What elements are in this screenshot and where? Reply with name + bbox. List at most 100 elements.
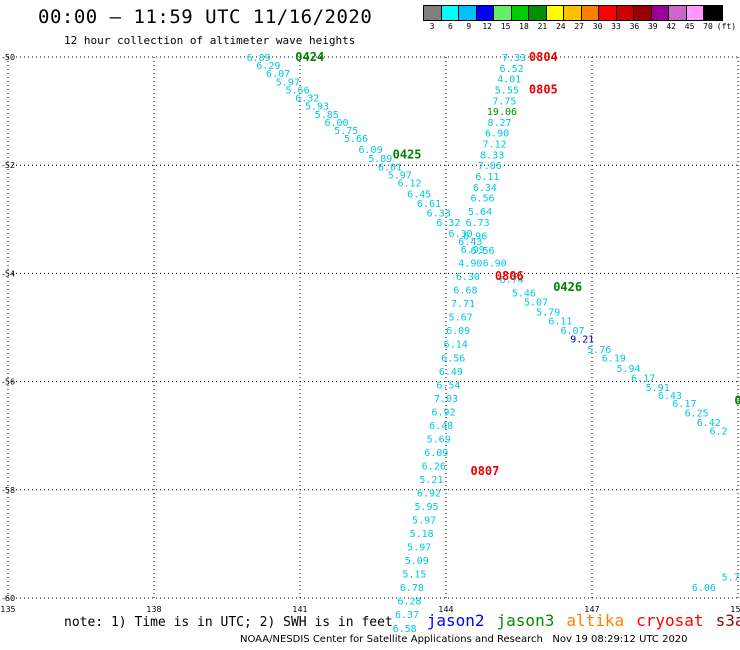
- y-tick-label: -52: [2, 161, 15, 170]
- swh-value-jason3: 6.2: [710, 426, 728, 437]
- x-tick-label: 138: [146, 605, 161, 614]
- swh-value-cryosat: 6.56: [470, 194, 494, 205]
- swh-value-cryosat: 5.69: [427, 434, 451, 445]
- swh-value-jason3: 6.19: [602, 353, 626, 364]
- swh-value-jason3: 6.11: [548, 316, 572, 327]
- satellite-legend: jason2 jason3 altika cryosat s3a: [427, 611, 740, 630]
- color-scale-label: 33: [611, 22, 621, 31]
- swh-value-jason3: 5.07: [524, 298, 548, 309]
- swh-value-cryosat: 7.06: [478, 161, 502, 172]
- swh-value-cryosat: 6.26: [422, 461, 446, 472]
- x-tick-label: 135: [0, 605, 15, 614]
- color-scale-label: 45: [684, 22, 695, 31]
- swh-value-jason3: 5.76: [587, 345, 611, 356]
- swh-value-jason3: 5.46: [512, 288, 536, 299]
- swh-value-cryosat: 6.11: [475, 172, 499, 183]
- color-swatch: [616, 6, 634, 20]
- swh-value-jason3: 5.66: [286, 85, 310, 96]
- color-swatch: [424, 6, 442, 20]
- swh-value-jason3: 6.32: [436, 218, 460, 229]
- swh-value-jason3: 5.97: [388, 170, 412, 181]
- chart-subtitle: 12 hour collection of altimeter wave hei…: [64, 34, 356, 47]
- swh-value-jason3: 6.33: [427, 208, 451, 219]
- swh-value-cryosat: 5.15: [402, 570, 426, 581]
- color-swatch: [704, 6, 722, 20]
- legend-jason2: jason2: [426, 611, 485, 630]
- legend-altika: altika: [566, 611, 625, 630]
- swh-value-cryosat: 6.34: [473, 183, 497, 194]
- color-swatch: [564, 6, 582, 20]
- swh-value-jason3: 5.66: [344, 134, 368, 145]
- color-scale-label: 15: [500, 22, 511, 31]
- pass-label: 0807: [470, 464, 499, 478]
- y-tick-label: -50: [2, 53, 15, 62]
- swh-value-cryosat: 6.30: [456, 272, 480, 283]
- axes: 135 138 141 144 147 150 -50 -52 -54 -56 -58 -60: [0, 53, 740, 614]
- color-swatch: [599, 6, 617, 20]
- swh-value-jason3: 6.12: [397, 179, 421, 190]
- swh-value-cryosat: 6.92: [432, 407, 456, 418]
- swh-value-cryosat: 6.52: [500, 64, 524, 75]
- pass-labels: 0424 0425 0426 0 0804 0805 0806 0807: [295, 50, 740, 478]
- chart-title: 00:00 – 11:59 UTC 11/16/2020: [38, 6, 373, 28]
- swh-value-cryosat: 7.33: [502, 53, 526, 64]
- swh-value-cryosat: 5.95: [414, 502, 438, 513]
- color-scale-bar: [423, 5, 723, 21]
- swh-value-cryosat: 8.27: [487, 118, 511, 129]
- pass-label: 0424: [295, 50, 324, 64]
- swh-value-cryosat: 7.03: [434, 394, 458, 405]
- swh-value-jason3: 6.09: [359, 145, 383, 156]
- swh-value-cryosat: 5.55: [495, 85, 519, 96]
- color-swatch: [511, 6, 529, 20]
- swh-value-jason3: 5.97: [276, 77, 300, 88]
- swh-value-jason3: 6.43: [658, 391, 682, 402]
- swh-value-jason3: 6.30: [449, 229, 473, 240]
- swh-value-cryosat: 6.96: [463, 232, 487, 243]
- color-swatch: [459, 6, 477, 20]
- footer-legend: note: 1) Time is in UTC; 2) SWH is in fe…: [64, 611, 740, 630]
- swh-value-jason3: 6.61: [417, 199, 441, 210]
- swh-value-cryosat: 5.21: [419, 475, 443, 486]
- swh-value-jason3: 5.91: [646, 383, 670, 394]
- legend-s3a: s3a: [715, 611, 740, 630]
- swh-value-cryosat: 5.67: [449, 313, 473, 324]
- pass-label: 0425: [393, 147, 422, 161]
- swh-value-cryosat: 6.99: [461, 245, 485, 256]
- swh-value-cryosat: 4.90: [458, 259, 482, 270]
- swh-value-cryosat: 6.49: [439, 367, 463, 378]
- swh-value-cryosat: 7.12: [483, 140, 507, 151]
- swh-value-cryosat: 5.97: [407, 543, 431, 554]
- legend-cryosat: cryosat: [636, 611, 704, 630]
- swh-value-cryosat: 5.64: [468, 207, 492, 218]
- swh-value-cryosat: 7.75: [492, 96, 516, 107]
- swh-value-cryosat: 8.33: [480, 150, 504, 161]
- color-swatch: [669, 6, 687, 20]
- y-tick-label: -60: [2, 594, 15, 603]
- swh-value-cryosat: 6.54: [436, 380, 460, 391]
- swh-value-jason3: 6.90: [483, 259, 507, 270]
- y-tick-label: -58: [2, 486, 15, 495]
- pass-label: 0: [734, 394, 740, 408]
- data-values: 6.896.296.075.975.666.325.935.856.005.75…: [247, 53, 740, 635]
- swh-value-jason3: 5.75: [334, 126, 358, 137]
- y-tick-label: -54: [2, 269, 15, 278]
- swh-value-cryosat: 6.68: [453, 286, 477, 297]
- grid-lines: [7, 56, 739, 599]
- swh-value-cryosat: 6.09: [424, 448, 448, 459]
- swh-value-jason3: 6.29: [256, 61, 280, 72]
- swh-value-cryosat: 5.18: [410, 529, 434, 540]
- color-swatch: [494, 6, 512, 20]
- pass-label: 0805: [529, 82, 558, 96]
- color-scale-labels: 3 6 9 12 15 18 21 24 27 30 33 36 39 42 45 70 (ft): [423, 22, 736, 34]
- swh-value-jason3: 6.06: [692, 583, 716, 594]
- swh-value-cryosat: 19.06: [487, 107, 517, 118]
- swh-value-jason3: 5.85: [315, 110, 339, 121]
- color-scale-label: 12: [482, 22, 493, 31]
- swh-value-jason3: 5.89: [368, 154, 392, 165]
- x-tick-label: 150: [730, 605, 740, 614]
- x-tick-label: 147: [584, 605, 599, 614]
- swh-value-cryosat: 5.97: [412, 516, 436, 527]
- swh-value-cryosat: 6.14: [444, 340, 468, 351]
- swh-value-cryosat: 4.01: [497, 75, 521, 86]
- color-swatch: [651, 6, 669, 20]
